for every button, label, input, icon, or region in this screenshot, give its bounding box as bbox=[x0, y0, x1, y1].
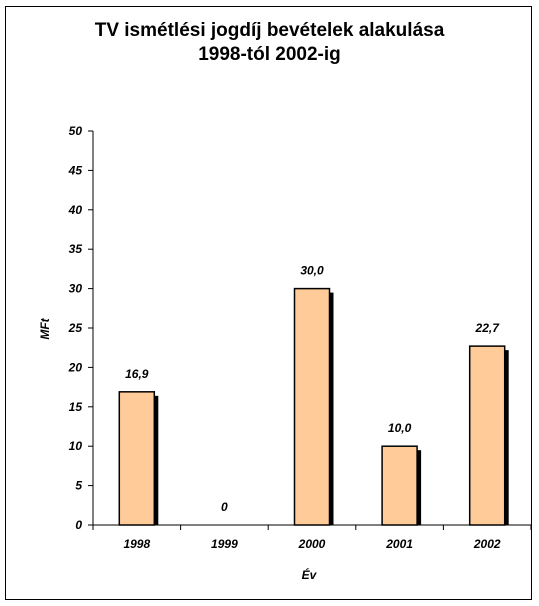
data-label: 16,9 bbox=[125, 367, 149, 381]
data-label: 0 bbox=[221, 500, 228, 514]
y-tick-label: 35 bbox=[69, 242, 83, 256]
bar bbox=[118, 391, 156, 526]
chart-title: TV ismétlési jogdíj bevételek alakulása … bbox=[0, 19, 539, 67]
y-tick-label: 0 bbox=[75, 518, 82, 532]
bar bbox=[293, 287, 331, 526]
x-axis-title: Év bbox=[302, 567, 318, 582]
y-tick-label: 40 bbox=[68, 203, 83, 217]
y-ticks: 0 5 10 15 20 25 30 35 40 45 50 bbox=[68, 124, 93, 532]
y-tick-label: 50 bbox=[69, 124, 83, 138]
data-label: 10,0 bbox=[388, 421, 412, 435]
y-tick-label: 25 bbox=[68, 321, 83, 335]
bar bbox=[468, 345, 506, 526]
x-tick-label: 2002 bbox=[473, 537, 501, 551]
data-label: 30,0 bbox=[300, 264, 324, 278]
bar bbox=[381, 445, 418, 526]
y-tick-label: 30 bbox=[69, 282, 83, 296]
chart-subtitle: 1998-tól 2002-ig bbox=[198, 44, 341, 65]
y-tick-label: 10 bbox=[69, 439, 83, 453]
data-labels: 16,9 0 30,0 10,0 22,7 bbox=[125, 264, 500, 514]
x-tick-label: 2000 bbox=[298, 537, 326, 551]
x-tick-label: 1999 bbox=[211, 537, 238, 551]
chart-title-line1: TV ismétlési jogdíj bevételek alakulása bbox=[94, 20, 445, 41]
y-tick-label: 15 bbox=[69, 400, 83, 414]
bars bbox=[118, 287, 509, 526]
y-axis-title: MFt bbox=[38, 317, 52, 339]
y-tick-label: 5 bbox=[75, 479, 82, 493]
y-tick-label: 45 bbox=[68, 163, 83, 177]
x-tick-label: 1998 bbox=[123, 537, 150, 551]
data-label: 22,7 bbox=[475, 321, 501, 335]
x-tick-label: 2001 bbox=[385, 537, 413, 551]
y-tick-label: 20 bbox=[68, 360, 83, 374]
x-tick-labels: 1998 1999 2000 2001 2002 bbox=[123, 537, 500, 551]
